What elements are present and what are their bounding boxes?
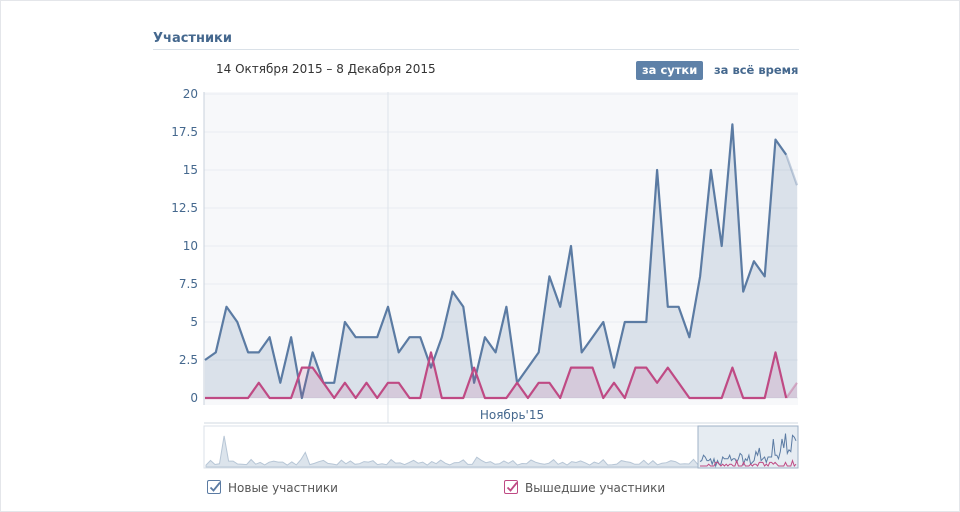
series-new-line [204,123,788,400]
legend-new-label: Новые участники [228,481,338,495]
period-all-time-button[interactable]: за всё время [714,63,799,77]
series-left-line-partial [785,382,798,399]
x-tick-label: Ноябрь'15 [480,408,544,422]
series-new-line-partial [785,154,799,186]
section-title: Участники [153,31,232,46]
title-divider [153,49,799,50]
legend-left-label: Вышедшие участники [525,481,666,495]
overview-new-line [699,433,797,468]
checkmark-icon [209,481,221,492]
y-tick-label: 10 [183,239,198,253]
y-tick-label: 20 [183,87,198,101]
period-day-button[interactable]: за сутки [636,61,704,80]
plot-area [204,92,798,405]
y-tick-label: 0 [190,391,198,405]
checkmark-icon [506,481,518,492]
series-new-area [205,124,797,399]
y-tick-label: 2.5 [179,353,198,367]
y-tick-label: 5 [190,315,198,329]
y-tick-label: 7.5 [179,277,198,291]
y-tick-label: 17.5 [171,125,198,139]
series-left-line [205,351,788,400]
y-tick-label: 15 [183,163,198,177]
overview-history-area [205,435,699,468]
legend-new-checkbox[interactable] [207,480,221,494]
legend-left-checkbox[interactable] [504,480,518,494]
series-left-area [205,352,797,398]
y-tick-label: 12.5 [171,201,198,215]
overview-left-line [700,458,797,467]
date-range: 14 Октября 2015 – 8 Декабря 2015 [216,62,436,76]
